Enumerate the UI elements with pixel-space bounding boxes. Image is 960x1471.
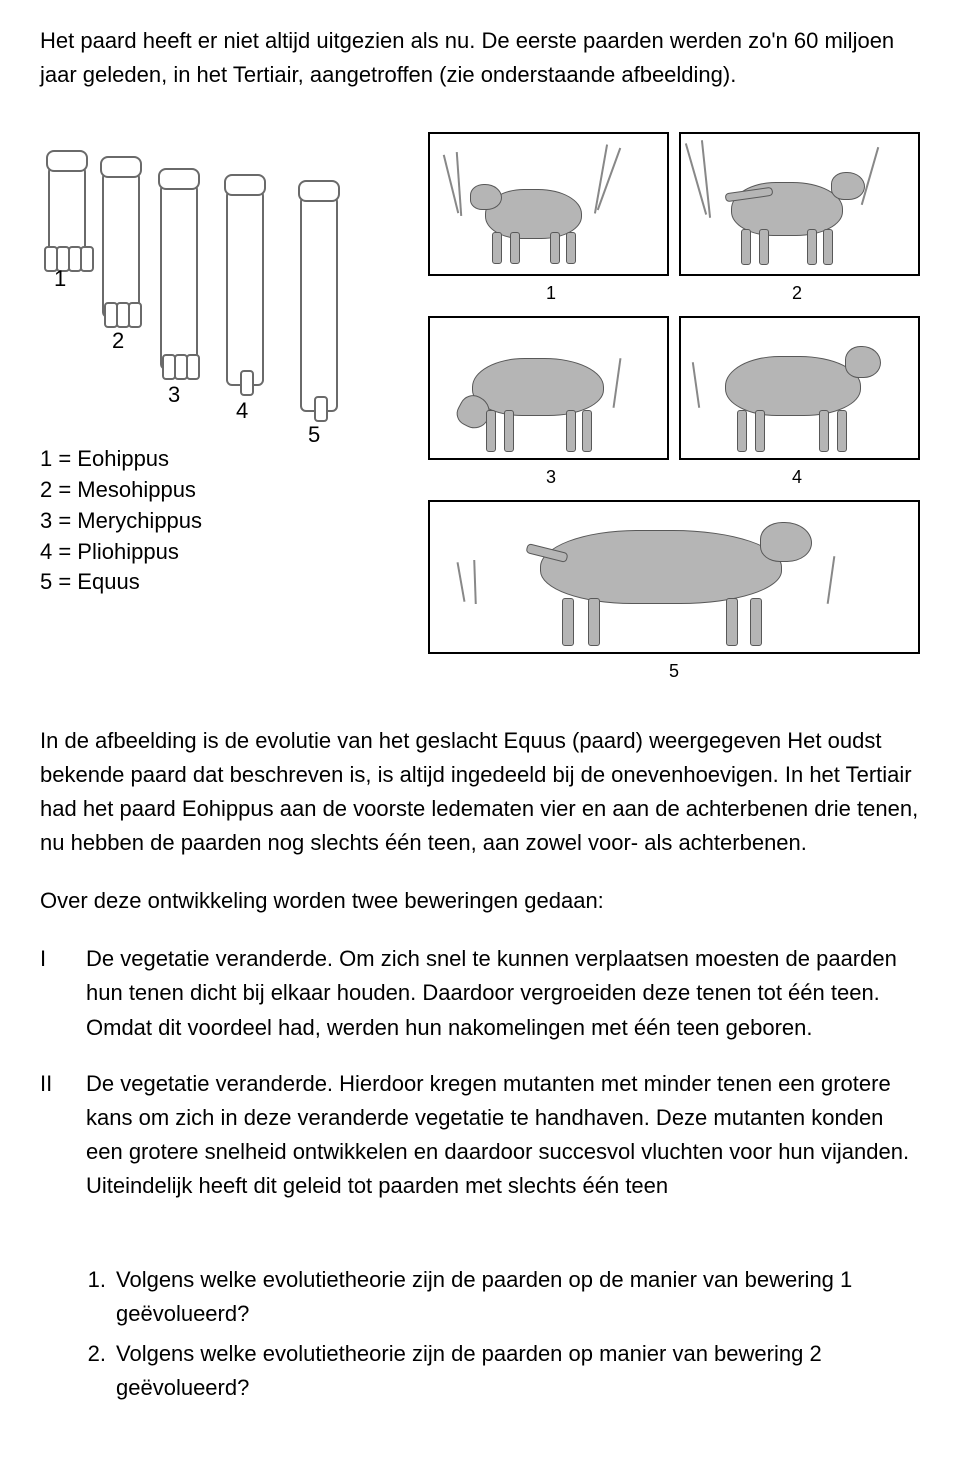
questions-block: 1. Volgens welke evolutietheorie zijn de… <box>40 1263 920 1405</box>
figure-row: 1 2 3 4 5 1 = Eohippus2 = Mesohippus3 = Mery… <box>40 132 920 684</box>
legend-line-1: 1 = Eohippus <box>40 444 400 475</box>
leg-illustration: 12345 <box>40 132 400 432</box>
statement-text-2: De vegetatie veranderde. Hierdoor kregen… <box>86 1067 920 1203</box>
leg-number-4: 4 <box>236 394 248 428</box>
body-paragraph-2: Over deze ontwikkeling worden twee bewer… <box>40 884 920 918</box>
leg-bone-1 <box>48 158 86 262</box>
legend-line-3: 3 = Merychippus <box>40 506 400 537</box>
leg-number-5: 5 <box>308 418 320 452</box>
panel-wide-label: 5 <box>428 658 920 686</box>
leg-bone-5 <box>300 188 338 412</box>
panel-label-4: 4 <box>792 464 802 492</box>
question-text-1: Volgens welke evolutietheorie zijn de pa… <box>116 1263 920 1331</box>
horse-panels: 1 2 3 <box>428 132 920 684</box>
intro-paragraph: Het paard heeft er niet altijd uitgezien… <box>40 24 920 92</box>
panel-row2-labels: 3 4 <box>428 464 920 492</box>
panel-1 <box>428 132 669 276</box>
question-number-2: 2. <box>76 1337 106 1405</box>
leg-bones-block: 1 2 3 4 5 1 = Eohippus2 = Mesohippus3 = Mery… <box>40 132 400 684</box>
panel-label-1: 1 <box>546 280 556 308</box>
leg-bone-4 <box>226 182 264 386</box>
statement-text-1: De vegetatie veranderde. Om zich snel te… <box>86 942 920 1044</box>
statement-marker-1: I <box>40 942 68 1044</box>
leg-number-3: 3 <box>168 378 180 412</box>
legend-line-4: 4 = Pliohippus <box>40 537 400 568</box>
legend-list: 1 = Eohippus2 = Mesohippus3 = Merychippu… <box>40 444 400 598</box>
question-text-2: Volgens welke evolutietheorie zijn de pa… <box>116 1337 920 1405</box>
statement-marker-2: II <box>40 1067 68 1203</box>
body-paragraph-1: In de afbeelding is de evolutie van het … <box>40 724 920 860</box>
statements-block: I De vegetatie veranderde. Om zich snel … <box>40 942 920 1203</box>
leg-number-2: 2 <box>112 324 124 358</box>
panel-3 <box>428 316 669 460</box>
panel-2 <box>679 132 920 276</box>
panel-label-3: 3 <box>546 464 556 492</box>
question-number-1: 1. <box>76 1263 106 1331</box>
legend-line-2: 2 = Mesohippus <box>40 475 400 506</box>
panel-label-5: 5 <box>669 658 679 686</box>
leg-bone-3 <box>160 176 198 370</box>
panel-row1-labels: 1 2 <box>428 280 920 308</box>
legend-line-5: 5 = Equus <box>40 567 400 598</box>
leg-number-1: 1 <box>54 262 66 296</box>
panel-5 <box>428 500 920 654</box>
leg-bone-2 <box>102 164 140 318</box>
panel-label-2: 2 <box>792 280 802 308</box>
panel-4 <box>679 316 920 460</box>
